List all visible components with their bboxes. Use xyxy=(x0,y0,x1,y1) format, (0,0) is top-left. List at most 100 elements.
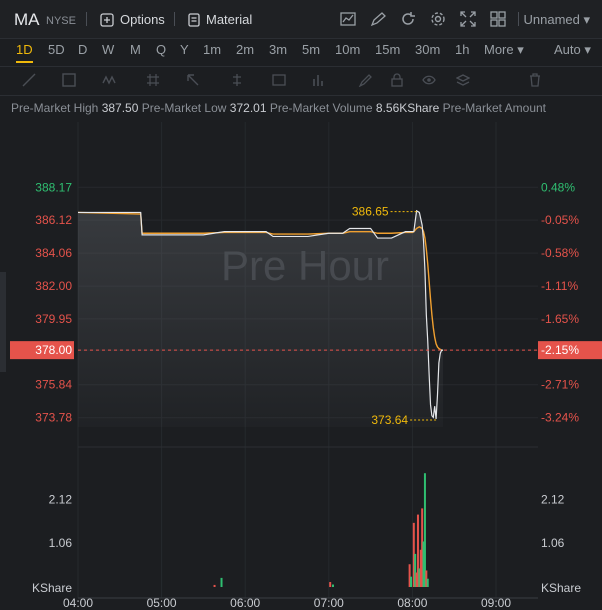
text-icon[interactable] xyxy=(272,73,286,87)
time-tick-label: 05:00 xyxy=(147,596,177,610)
price-tick-label: 388.17 xyxy=(35,180,72,194)
timeframe-5m[interactable]: 5m xyxy=(302,42,321,57)
trendline-icon[interactable] xyxy=(22,73,36,87)
timeframe-1m[interactable]: 1m xyxy=(203,42,222,57)
volume-bar xyxy=(416,514,419,587)
pattern-icon[interactable] xyxy=(102,73,116,87)
volume-bar xyxy=(425,570,428,587)
exchange-label: NYSE xyxy=(46,15,76,27)
premarket-info: Pre-Market High 387.50 Pre-Market Low 37… xyxy=(0,96,602,120)
current-percent-badge xyxy=(538,341,602,360)
layout-selector[interactable]: Unnamed ▾ xyxy=(523,12,590,27)
material-label: Material xyxy=(206,12,253,27)
current-price-badge xyxy=(10,341,74,360)
fullscreen-icon[interactable] xyxy=(460,11,476,27)
volume-tick-label: 2.12 xyxy=(49,492,73,506)
timeframe-3m[interactable]: 3m xyxy=(269,42,288,57)
timeframe-10m[interactable]: 10m xyxy=(335,42,361,57)
price-chart[interactable]: Pre Hour386.65373.64388.17386.12384.0638… xyxy=(0,122,602,610)
price-tick-label: 375.84 xyxy=(35,378,72,392)
volume-bar xyxy=(423,473,426,587)
timeframe-30m[interactable]: 30m xyxy=(415,42,441,57)
trash-icon[interactable] xyxy=(528,73,542,87)
indicator-icon[interactable] xyxy=(340,11,356,27)
timeframe-5d[interactable]: 5D xyxy=(48,42,65,57)
price-tick-label: 384.06 xyxy=(35,246,72,260)
more-dropdown[interactable]: More ▾ xyxy=(484,42,524,57)
more-label: More xyxy=(484,42,514,57)
grid-icon[interactable] xyxy=(146,73,160,87)
timeframe-y[interactable]: Y xyxy=(180,42,189,57)
current-price-value: 378.00 xyxy=(35,343,72,357)
price-area xyxy=(78,210,444,427)
time-tick-label: 04:00 xyxy=(63,596,93,610)
timeframe-bar: 1D 5D D W M Q Y 1m 2m 3m 5m 10m 15m 30m … xyxy=(0,38,602,64)
options-button[interactable]: Options xyxy=(100,12,165,27)
timeframe-d[interactable]: D xyxy=(78,42,88,57)
pen-icon[interactable] xyxy=(358,73,372,87)
volume-unit-label-right: KShare xyxy=(541,581,581,595)
edit-icon[interactable] xyxy=(370,11,386,27)
timeframe-q[interactable]: Q xyxy=(156,42,167,57)
time-tick-label: 08:00 xyxy=(397,596,427,610)
premarket-volume-label: Pre-Market Volume xyxy=(269,101,373,115)
lock-icon[interactable] xyxy=(390,73,404,87)
timeframe-15m[interactable]: 15m xyxy=(375,42,401,57)
divider xyxy=(86,12,87,26)
layers-icon[interactable] xyxy=(456,73,470,87)
percent-tick-label: -0.58% xyxy=(541,246,579,260)
divider xyxy=(518,12,519,26)
percent-tick-label: -2.71% xyxy=(541,378,579,392)
percent-tick-label: -0.05% xyxy=(541,213,579,227)
material-button[interactable]: Material xyxy=(188,12,252,27)
volume-unit-label: KShare xyxy=(32,581,72,595)
document-icon xyxy=(188,12,200,27)
eye-icon[interactable] xyxy=(422,73,436,87)
current-percent-value: -2.15% xyxy=(541,343,579,357)
bar-tool-icon[interactable] xyxy=(312,73,326,87)
volume-bar xyxy=(220,577,223,587)
volume-bar xyxy=(415,572,418,587)
price-range-icon[interactable] xyxy=(230,73,244,87)
volume-bar xyxy=(329,582,332,587)
divider xyxy=(174,12,175,26)
options-label: Options xyxy=(120,12,165,27)
time-tick-label: 06:00 xyxy=(230,596,260,610)
auto-label: Auto xyxy=(554,42,581,57)
gear-icon[interactable] xyxy=(430,11,446,27)
premarket-low-value: 372.01 xyxy=(229,101,267,115)
sidebar-toggle[interactable] xyxy=(0,272,6,372)
auto-dropdown[interactable]: Auto ▾ xyxy=(554,42,591,57)
timeframe-1d[interactable]: 1D xyxy=(16,42,33,63)
volume-bar xyxy=(213,584,216,587)
volume-bar xyxy=(408,564,411,587)
time-tick-label: 07:00 xyxy=(314,596,344,610)
low-marker-label: 373.64 xyxy=(371,413,408,427)
premarket-low-label: Pre-Market Low xyxy=(141,101,227,115)
price-tick-label: 379.95 xyxy=(35,312,72,326)
price-tick-label: 382.00 xyxy=(35,279,72,293)
top-toolbar: MA NYSE Options Material Unnamed ▾ xyxy=(0,0,602,39)
layout-name: Unnamed xyxy=(523,12,580,27)
premarket-volume-value: 8.56KShare xyxy=(375,101,440,115)
timeframe-m[interactable]: M xyxy=(130,42,141,57)
time-tick-label: 09:00 xyxy=(481,596,511,610)
price-tick-label: 386.12 xyxy=(35,213,72,227)
timeframe-1h[interactable]: 1h xyxy=(455,42,470,57)
volume-bar xyxy=(426,578,429,587)
volume-bar xyxy=(412,522,415,587)
rectangle-icon[interactable] xyxy=(62,73,76,87)
volume-tick-label-right: 1.06 xyxy=(541,536,565,550)
refresh-icon[interactable] xyxy=(400,11,416,27)
layout-icon[interactable] xyxy=(490,11,506,27)
volume-bar xyxy=(414,553,417,587)
volume-tick-label-right: 2.12 xyxy=(541,492,565,506)
volume-bar xyxy=(422,541,425,587)
timeframe-2m[interactable]: 2m xyxy=(236,42,255,57)
volume-bar xyxy=(410,576,413,587)
timeframe-w[interactable]: W xyxy=(102,42,115,57)
premarket-high-label: Pre-Market High xyxy=(11,101,99,115)
percent-tick-label: 0.48% xyxy=(541,180,575,194)
symbol-label[interactable]: MA xyxy=(14,10,40,29)
arrow-icon[interactable] xyxy=(186,73,200,87)
